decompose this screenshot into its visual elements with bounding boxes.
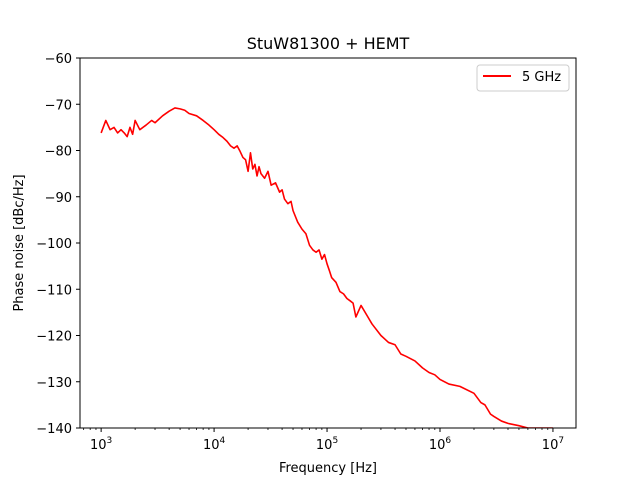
y-axis: −60 −70 −80 −90 −100 −110 −120 −130 −140	[36, 52, 80, 437]
x-axis-label: Frequency [Hz]	[279, 461, 377, 476]
y-tick-label: −80	[45, 145, 72, 160]
y-tick-label: −120	[36, 330, 72, 345]
y-tick-label: −110	[36, 283, 72, 298]
legend-label-5ghz: 5 GHz	[522, 70, 561, 85]
y-tick-label: −130	[36, 376, 72, 391]
x-axis: 103 104 105 106 107	[83, 428, 564, 453]
y-tick-label: −140	[36, 422, 72, 437]
legend-box	[476, 64, 570, 92]
x-tick-label: 104	[203, 436, 226, 453]
y-tick-label: −100	[36, 237, 72, 252]
series-line	[100, 107, 553, 428]
plot-area	[79, 57, 577, 429]
y-tick-label: −90	[45, 191, 72, 206]
y-tick-label: −60	[45, 52, 72, 67]
x-tick-label: 107	[542, 436, 564, 453]
x-tick-label: 103	[90, 436, 112, 453]
x-tick-label: 105	[316, 436, 338, 453]
y-axis-label: Phase noise [dBc/Hz]	[12, 174, 27, 311]
y-tick-label: −70	[45, 98, 72, 113]
x-tick-label: 106	[429, 436, 452, 453]
series-layer	[100, 107, 553, 428]
plot-frame	[79, 57, 577, 429]
legend: 5 GHz	[476, 64, 570, 92]
chart-title: StuW81300 + HEMT	[247, 34, 410, 53]
